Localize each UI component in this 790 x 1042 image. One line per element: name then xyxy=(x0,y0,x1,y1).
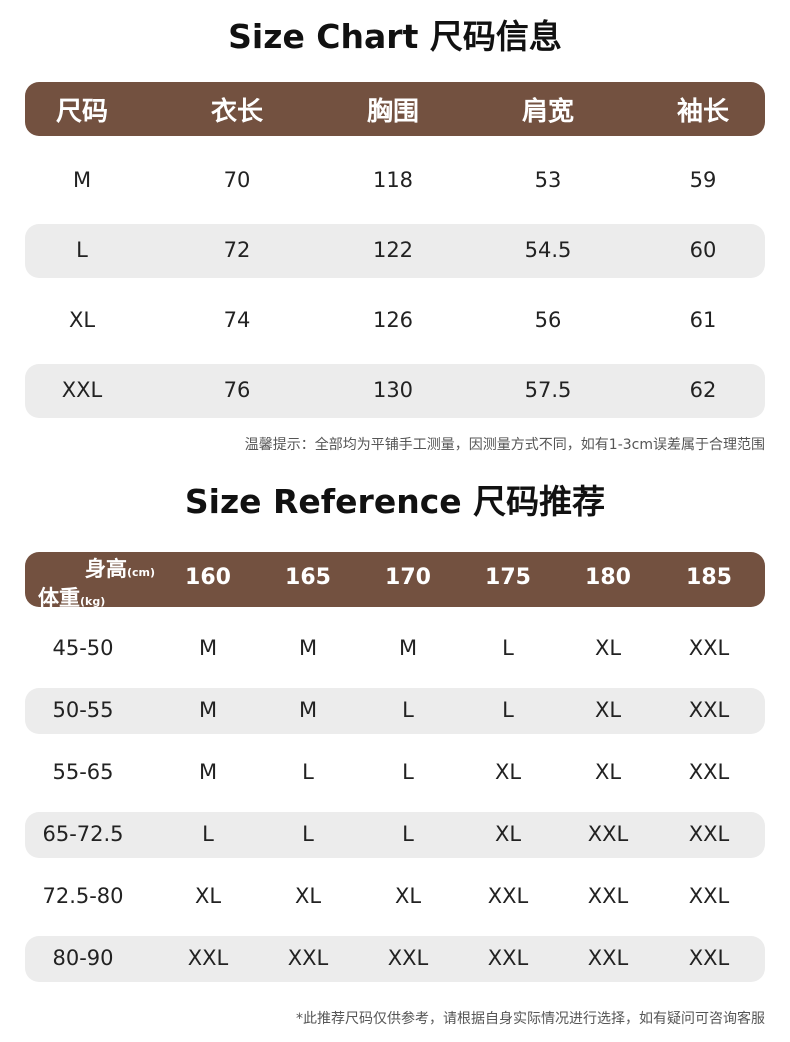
height-unit: (cm) xyxy=(127,566,156,579)
size-cell: XXL xyxy=(287,946,329,970)
size-cell: XL xyxy=(194,884,222,908)
size-cell: XL xyxy=(494,822,522,846)
size-cell: L xyxy=(402,760,414,784)
table-cell: XL xyxy=(68,308,96,332)
column-header: 胸围 xyxy=(366,97,419,127)
reference-note: *此推荐尺码仅供参考，请根据自身实际情况进行选择，如有疑问可咨询客服 xyxy=(296,1011,765,1027)
row-stripe xyxy=(25,688,765,734)
table-cell: 60 xyxy=(689,238,717,262)
size-cell: XL xyxy=(594,760,622,784)
height-header: 175 xyxy=(485,565,531,590)
row-stripe xyxy=(25,812,765,858)
table-cell: L xyxy=(76,238,88,262)
size-cell: L xyxy=(202,822,214,846)
size-cell: M xyxy=(198,760,218,784)
size-cell: L xyxy=(502,698,514,722)
size-reference-header xyxy=(25,552,765,607)
size-cell: XL xyxy=(594,698,622,722)
table-cell: 70 xyxy=(223,168,251,192)
size-cell: L xyxy=(302,760,314,784)
size-cell: XXL xyxy=(688,760,730,784)
size-cell: M xyxy=(198,698,218,722)
weight-label: 体重(kg) xyxy=(38,582,105,612)
size-cell: XXL xyxy=(487,946,529,970)
height-label: 身高(cm) xyxy=(85,553,155,583)
table-cell: M xyxy=(72,168,92,192)
size-cell: L xyxy=(402,698,414,722)
size-cell: L xyxy=(502,636,514,660)
size-cell: L xyxy=(302,822,314,846)
size-cell: XXL xyxy=(688,822,730,846)
height-header: 165 xyxy=(285,565,331,590)
column-header: 尺码 xyxy=(55,97,108,127)
size-cell: M xyxy=(298,636,318,660)
weight-unit: (kg) xyxy=(80,595,106,608)
table-cell: 56 xyxy=(534,308,562,332)
column-header: 衣长 xyxy=(210,97,263,127)
column-header: 肩宽 xyxy=(521,97,574,127)
height-header: 170 xyxy=(385,565,431,590)
table-cell: 59 xyxy=(689,168,717,192)
size-cell: XXL xyxy=(387,946,429,970)
weight-cell: 50-55 xyxy=(52,698,114,722)
size-cell: XXL xyxy=(688,636,730,660)
table-cell: 72 xyxy=(223,238,251,262)
size-cell: XXL xyxy=(187,946,229,970)
row-stripe xyxy=(25,224,765,278)
weight-cell: 55-65 xyxy=(52,760,114,784)
size-chart-header xyxy=(25,82,765,136)
table-cell: 61 xyxy=(689,308,717,332)
size-cell: XXL xyxy=(587,822,629,846)
size-reference-title: Size Reference 尺码推荐 xyxy=(184,482,606,521)
size-cell: XL xyxy=(494,760,522,784)
column-header: 袖长 xyxy=(676,97,729,127)
table-cell: 122 xyxy=(372,238,414,262)
table-cell: 74 xyxy=(223,308,251,332)
size-cell: XXL xyxy=(587,946,629,970)
table-cell: 76 xyxy=(223,378,251,402)
size-cell: M xyxy=(198,636,218,660)
weight-cell: 72.5-80 xyxy=(42,884,124,908)
size-cell: L xyxy=(402,822,414,846)
height-header: 180 xyxy=(585,565,631,590)
size-cell: XXL xyxy=(688,946,730,970)
size-cell: XXL xyxy=(688,698,730,722)
size-cell: XXL xyxy=(587,884,629,908)
table-cell: 130 xyxy=(372,378,414,402)
size-cell: XXL xyxy=(688,884,730,908)
table-cell: 62 xyxy=(689,378,717,402)
weight-cell: 45-50 xyxy=(52,636,114,660)
size-cell: XXL xyxy=(487,884,529,908)
row-stripe xyxy=(25,936,765,982)
height-label-text: 身高 xyxy=(85,557,127,581)
weight-label-text: 体重 xyxy=(38,586,80,610)
weight-cell: 80-90 xyxy=(52,946,114,970)
table-cell: 118 xyxy=(372,168,414,192)
table-cell: 54.5 xyxy=(524,238,572,262)
measurement-note: 温馨提示：全部均为平铺手工测量，因测量方式不同，如有1-3cm误差属于合理范围 xyxy=(244,437,765,453)
height-header: 185 xyxy=(686,565,732,590)
height-header: 160 xyxy=(185,565,231,590)
size-cell: XL xyxy=(294,884,322,908)
table-cell: XXL xyxy=(61,378,103,402)
table-cell: 126 xyxy=(372,308,414,332)
size-cell: XL xyxy=(594,636,622,660)
size-cell: XL xyxy=(394,884,422,908)
size-chart-title: Size Chart 尺码信息 xyxy=(228,17,562,56)
weight-cell: 65-72.5 xyxy=(42,822,124,846)
table-cell: 53 xyxy=(534,168,562,192)
size-cell: M xyxy=(398,636,418,660)
row-stripe xyxy=(25,364,765,418)
size-cell: M xyxy=(298,698,318,722)
table-cell: 57.5 xyxy=(524,378,572,402)
